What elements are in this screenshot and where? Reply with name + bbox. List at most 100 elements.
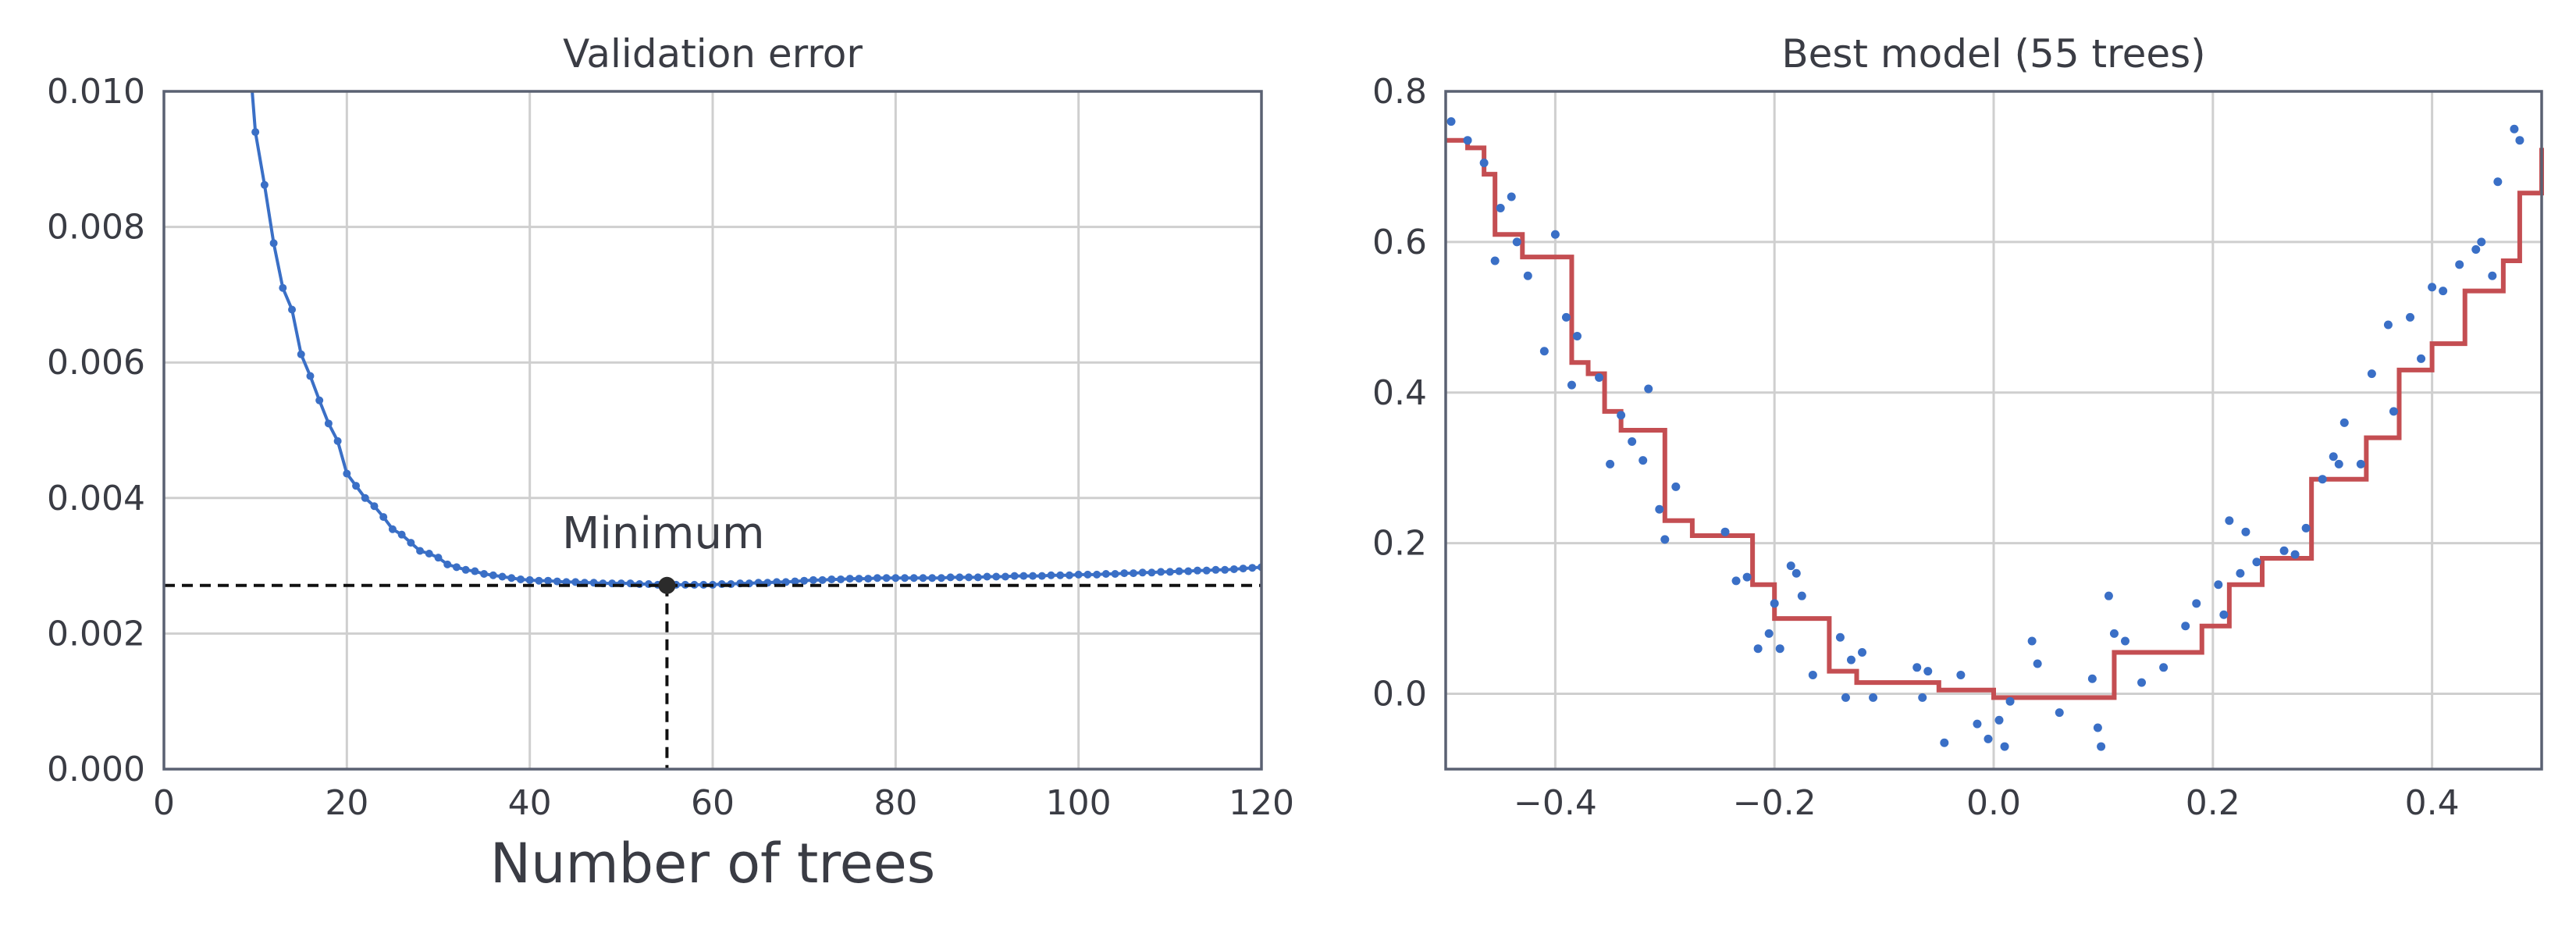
- data-point: [1846, 655, 1856, 664]
- data-point: [1490, 256, 1500, 265]
- data-point: [901, 574, 909, 583]
- data-point: [1239, 565, 1247, 573]
- data-point: [800, 576, 809, 585]
- data-point: [2000, 742, 2009, 751]
- data-point: [2417, 354, 2426, 363]
- data-point: [1567, 380, 1576, 390]
- minimum-marker: [658, 576, 676, 594]
- data-point: [269, 239, 278, 248]
- data-point: [516, 575, 525, 583]
- y-tick-label: 0.010: [47, 72, 145, 112]
- data-point: [1572, 331, 1582, 340]
- data-point: [525, 575, 534, 584]
- data-point: [1463, 136, 1472, 145]
- data-point: [1047, 571, 1055, 579]
- data-point: [1808, 670, 1817, 679]
- curve-group: [251, 91, 1261, 590]
- data-point: [1869, 693, 1878, 702]
- data-point: [1791, 568, 1801, 578]
- data-point: [407, 539, 415, 547]
- data-point: [1507, 192, 1516, 201]
- data-point: [1523, 271, 1532, 280]
- data-point: [260, 180, 269, 189]
- x-axis-label: Number of trees: [490, 832, 935, 896]
- chart-title: Validation error: [563, 31, 863, 77]
- data-point: [2159, 663, 2169, 672]
- data-point: [2318, 475, 2327, 484]
- data-point: [1835, 632, 1845, 642]
- data-point: [370, 502, 379, 511]
- data-point: [1775, 644, 1784, 654]
- data-point: [397, 530, 406, 539]
- data-point: [1512, 237, 1521, 247]
- data-point: [845, 575, 854, 583]
- data-point: [1074, 570, 1083, 579]
- data-point: [361, 493, 369, 502]
- x-tick-label: −0.4: [1514, 783, 1597, 823]
- data-point: [2301, 523, 2311, 533]
- data-point: [837, 575, 845, 583]
- data-point: [2005, 697, 2015, 706]
- data-point: [1083, 570, 1092, 579]
- data-point: [1797, 591, 1806, 600]
- data-point: [480, 570, 489, 579]
- data-point: [2181, 622, 2190, 631]
- data-point: [1029, 572, 1037, 580]
- data-point: [1617, 411, 1626, 420]
- data-point: [324, 419, 333, 428]
- y-tick-label: 0.0: [1372, 675, 1427, 714]
- x-tick-label: 80: [873, 783, 917, 823]
- data-point: [1912, 663, 1922, 672]
- data-point: [2027, 636, 2037, 646]
- data-point: [2192, 599, 2201, 608]
- annotation-minimum: Minimum: [562, 508, 765, 559]
- data-point: [1065, 571, 1073, 579]
- data-point: [955, 573, 964, 582]
- y-tick-label: 0.002: [47, 614, 145, 654]
- data-point: [2356, 459, 2365, 468]
- data-point: [251, 128, 260, 137]
- data-point: [343, 469, 351, 478]
- data-point: [1973, 719, 1982, 729]
- data-point: [2097, 742, 2106, 751]
- data-point: [443, 560, 452, 568]
- data-point: [1660, 535, 1670, 544]
- data-point: [946, 573, 955, 582]
- data-point: [809, 575, 817, 584]
- data-point: [1595, 372, 1604, 382]
- data-point: [1918, 693, 1927, 702]
- data-point: [1923, 667, 1933, 676]
- data-point: [2055, 708, 2064, 718]
- data-point: [1037, 572, 1046, 580]
- y-tick-label: 0.8: [1372, 72, 1427, 112]
- data-point: [461, 565, 470, 574]
- data-point: [2339, 418, 2349, 427]
- best-model-chart: Best model (55 trees) −0.4 −0.2 0.0 0.2 0.4 0…: [1372, 31, 2544, 823]
- data-point: [1742, 572, 1752, 582]
- data-point: [306, 372, 315, 380]
- data-point: [1101, 570, 1110, 579]
- x-tick-label: 120: [1229, 783, 1294, 823]
- data-point: [297, 350, 305, 358]
- data-point: [2219, 610, 2229, 619]
- data-point: [1984, 734, 1993, 743]
- data-point: [1202, 566, 1211, 575]
- data-point: [1157, 568, 1165, 576]
- data-point: [983, 572, 991, 581]
- data-point: [1056, 571, 1065, 579]
- data-point: [855, 575, 863, 583]
- data-point: [315, 396, 324, 404]
- data-point: [1764, 629, 1774, 638]
- data-point: [388, 525, 397, 533]
- data-point: [544, 576, 553, 585]
- data-point: [288, 305, 297, 314]
- data-point: [2455, 260, 2464, 269]
- data-point: [1606, 459, 1615, 468]
- data-point: [2406, 312, 2415, 322]
- data-point: [1010, 572, 1019, 580]
- data-point: [973, 573, 982, 582]
- data-point: [1184, 567, 1193, 575]
- grid: [162, 90, 1263, 771]
- data-point: [882, 574, 891, 583]
